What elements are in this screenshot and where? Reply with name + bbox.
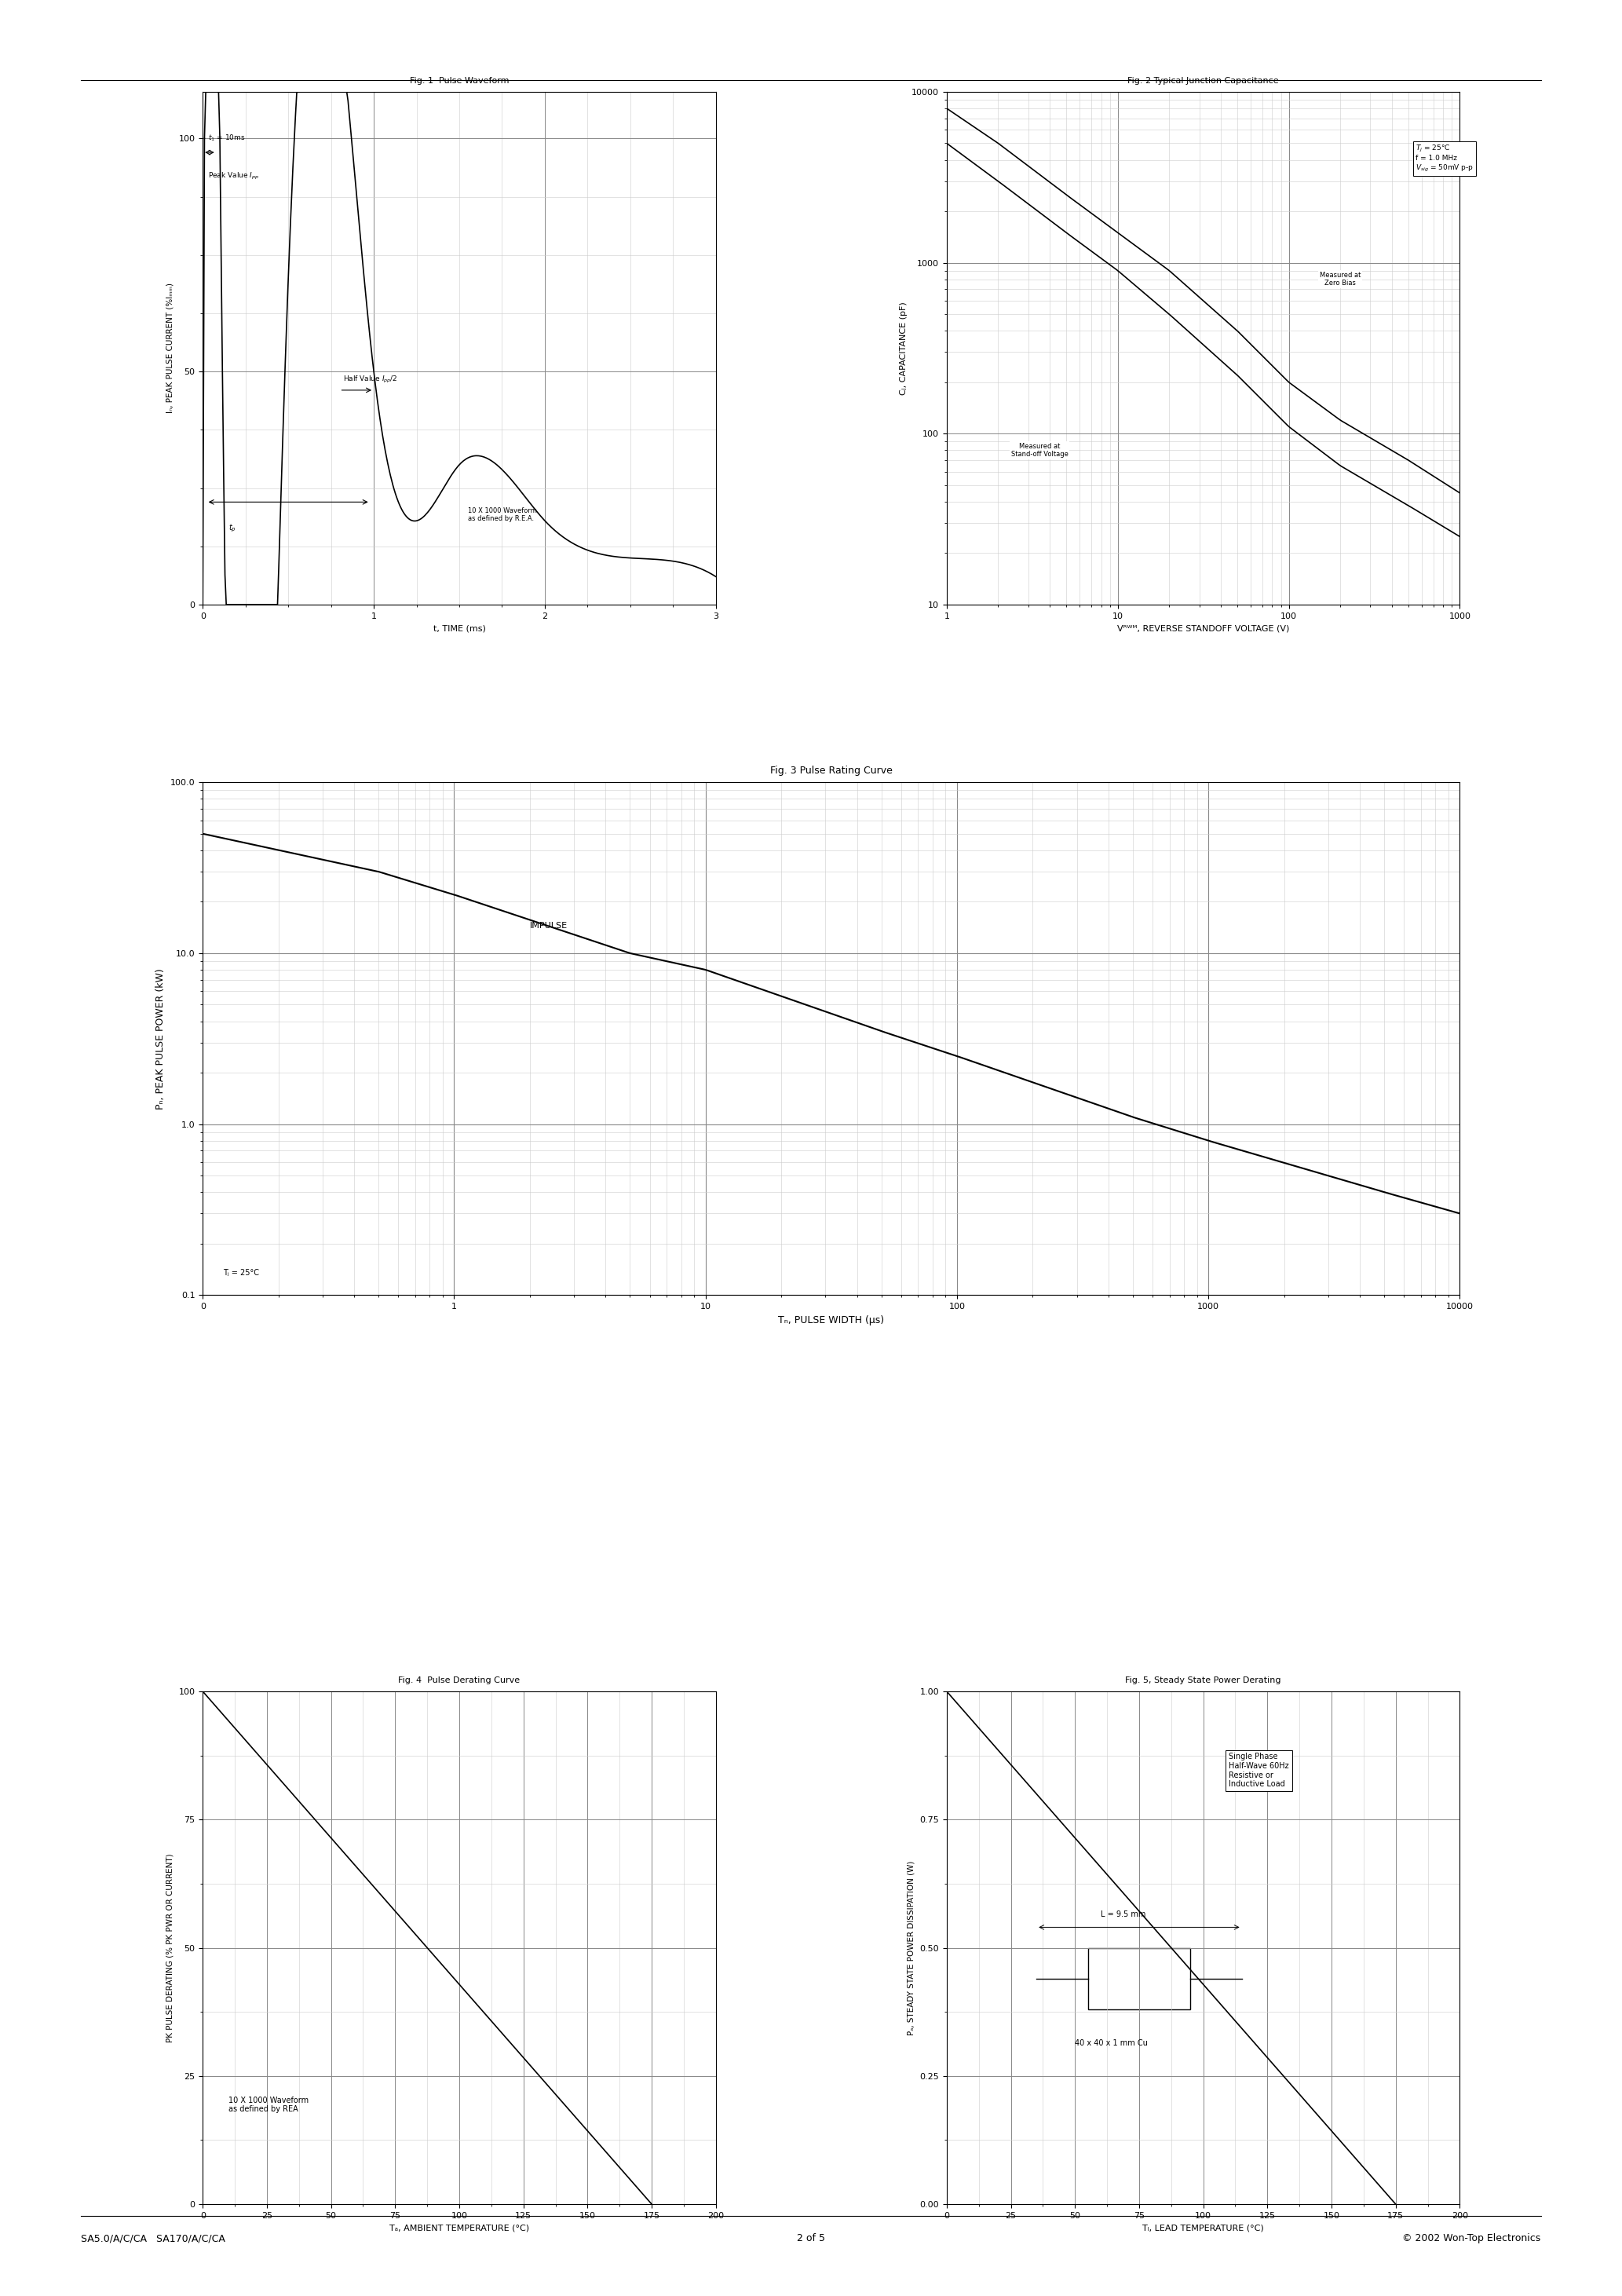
Text: $t_1$ = 10ms: $t_1$ = 10ms — [208, 133, 245, 142]
Title: Fig. 3 Pulse Rating Curve: Fig. 3 Pulse Rating Curve — [770, 765, 892, 776]
Title: Fig. 4  Pulse Derating Curve: Fig. 4 Pulse Derating Curve — [399, 1676, 521, 1685]
Y-axis label: Pₐ, STEADY STATE POWER DISSIPATION (W): Pₐ, STEADY STATE POWER DISSIPATION (W) — [907, 1860, 915, 2034]
Text: $t_p$: $t_p$ — [229, 523, 237, 533]
X-axis label: t, TIME (ms): t, TIME (ms) — [433, 625, 485, 631]
Text: IMPULSE: IMPULSE — [530, 923, 568, 930]
Y-axis label: PK PULSE DERATING (% PK PWR OR CURRENT): PK PULSE DERATING (% PK PWR OR CURRENT) — [167, 1853, 174, 2041]
X-axis label: Vᴿᵂᴹ, REVERSE STANDOFF VOLTAGE (V): Vᴿᵂᴹ, REVERSE STANDOFF VOLTAGE (V) — [1118, 625, 1289, 631]
Y-axis label: Cⱼ, CAPACITANCE (pF): Cⱼ, CAPACITANCE (pF) — [899, 301, 907, 395]
Y-axis label: Iₙ, PEAK PULSE CURRENT (%Iₘₘ): Iₙ, PEAK PULSE CURRENT (%Iₘₘ) — [167, 282, 174, 413]
Text: $T_j$ = 25°C
f = 1.0 MHz
$V_{sig}$ = 50mV p-p: $T_j$ = 25°C f = 1.0 MHz $V_{sig}$ = 50m… — [1416, 142, 1474, 174]
Text: Tⱼ = 25°C: Tⱼ = 25°C — [222, 1270, 260, 1277]
Y-axis label: Pₙ, PEAK PULSE POWER (kW): Pₙ, PEAK PULSE POWER (kW) — [156, 969, 165, 1109]
Text: Measured at
Stand-off Voltage: Measured at Stand-off Voltage — [1011, 443, 1069, 457]
Text: Half Value $I_{pp}$/2: Half Value $I_{pp}$/2 — [342, 374, 397, 383]
X-axis label: Tₐ, AMBIENT TEMPERATURE (°C): Tₐ, AMBIENT TEMPERATURE (°C) — [389, 2225, 529, 2232]
X-axis label: Tₙ, PULSE WIDTH (µs): Tₙ, PULSE WIDTH (µs) — [779, 1316, 884, 1325]
Text: 10 X 1000 Waveform
as defined by R.E.A.: 10 X 1000 Waveform as defined by R.E.A. — [467, 507, 537, 521]
Text: Peak Value $I_{pp}$: Peak Value $I_{pp}$ — [208, 172, 260, 181]
Text: Single Phase
Half-Wave 60Hz
Resistive or
Inductive Load: Single Phase Half-Wave 60Hz Resistive or… — [1229, 1752, 1289, 1789]
Bar — [1088, 1947, 1191, 2009]
Text: 40 x 40 x 1 mm Cu: 40 x 40 x 1 mm Cu — [1075, 2039, 1148, 2046]
Title: Fig. 5, Steady State Power Derating: Fig. 5, Steady State Power Derating — [1126, 1676, 1281, 1685]
X-axis label: Tₗ, LEAD TEMPERATURE (°C): Tₗ, LEAD TEMPERATURE (°C) — [1142, 2225, 1264, 2232]
Text: © 2002 Won-Top Electronics: © 2002 Won-Top Electronics — [1403, 2234, 1541, 2243]
Text: 2 of 5: 2 of 5 — [796, 2234, 826, 2243]
Title: Fig. 1  Pulse Waveform: Fig. 1 Pulse Waveform — [410, 76, 509, 85]
Text: L = 9.5 mm: L = 9.5 mm — [1101, 1910, 1145, 1919]
Text: SA5.0/A/C/CA   SA170/A/C/CA: SA5.0/A/C/CA SA170/A/C/CA — [81, 2234, 225, 2243]
Text: Measured at
Zero Bias: Measured at Zero Bias — [1320, 271, 1361, 287]
Title: Fig. 2 Typical Junction Capacitance: Fig. 2 Typical Junction Capacitance — [1127, 76, 1278, 85]
Text: 10 X 1000 Waveform
as defined by REA: 10 X 1000 Waveform as defined by REA — [229, 2096, 308, 2112]
